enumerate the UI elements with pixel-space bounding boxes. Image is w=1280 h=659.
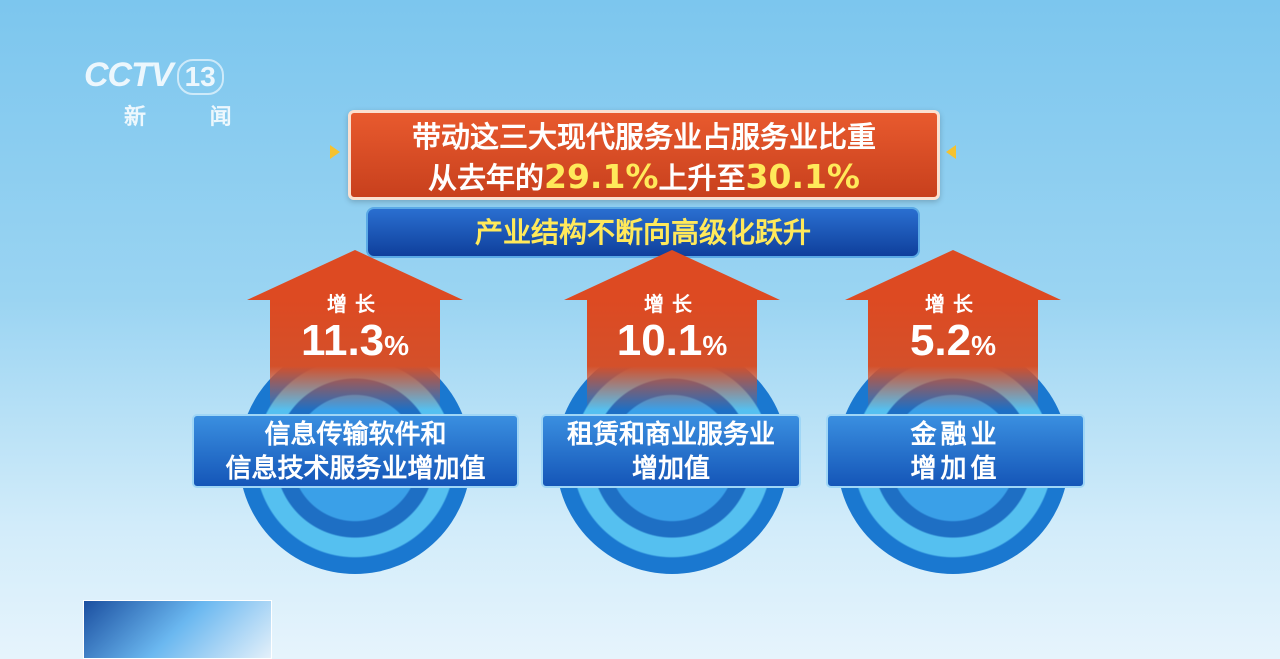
channel-logo: CCTV 13 新 闻 [84, 56, 260, 131]
unit: % [702, 330, 728, 361]
growth-label: 增长 [644, 292, 700, 316]
text: 上升至 [658, 161, 746, 195]
to-value: 30.1% [745, 157, 861, 196]
category-box: 信息传输软件和信息技术服务业增加值 [192, 414, 519, 488]
category-line2: 增加值 [910, 454, 1001, 484]
growth-value: 10.1% [564, 316, 780, 366]
logo-channel: 13 [176, 59, 224, 95]
value: 11.3 [300, 316, 385, 365]
value: 10.1 [616, 316, 703, 365]
headline-line2: 从去年的29.1%上升至30.1% [351, 157, 937, 198]
value: 5.2 [909, 316, 972, 365]
category-line1: 金融业 [910, 420, 1001, 450]
up-arrow-icon: 增长 5.2% [845, 250, 1061, 410]
category-line1: 租赁和商业服务业 [566, 420, 775, 450]
unit: % [971, 330, 997, 361]
growth-label: 增长 [925, 292, 981, 316]
category-line2: 信息技术服务业增加值 [225, 454, 486, 484]
growth-label: 增长 [327, 292, 383, 316]
growth-item: 增长 11.3% 信息传输软件和信息技术服务业增加值 [190, 250, 520, 580]
headline-box: 带动这三大现代服务业占服务业比重 从去年的29.1%上升至30.1% [348, 110, 940, 200]
growth-value: 11.3% [247, 316, 463, 366]
category-box: 金融业 增加值 [826, 414, 1085, 488]
headline-line1: 带动这三大现代服务业占服务业比重 [411, 120, 876, 154]
category-line2: 增加值 [631, 454, 710, 484]
growth-item: 增长 5.2% 金融业增加值 [788, 250, 1118, 580]
triangle-left-icon [330, 145, 340, 159]
category-box: 租赁和商业服务业 增加值 [541, 414, 801, 488]
triangle-right-icon [946, 145, 956, 159]
category-line1: 信息传输软件和 [264, 420, 447, 450]
up-arrow-icon: 增长 10.1% [564, 250, 780, 410]
subtitle: 产业结构不断向高级化跃升 [366, 207, 920, 258]
growth-value: 5.2% [845, 316, 1061, 366]
growth-item: 增长 10.1% 租赁和商业服务业 增加值 [507, 250, 837, 580]
text: 从去年的 [427, 161, 544, 195]
logo-name: 新 闻 [124, 105, 260, 130]
unit: % [384, 330, 410, 361]
from-value: 29.1% [544, 157, 659, 196]
video-thumbnail [83, 600, 272, 659]
logo-brand: CCTV [84, 56, 174, 94]
up-arrow-icon: 增长 11.3% [247, 250, 463, 410]
